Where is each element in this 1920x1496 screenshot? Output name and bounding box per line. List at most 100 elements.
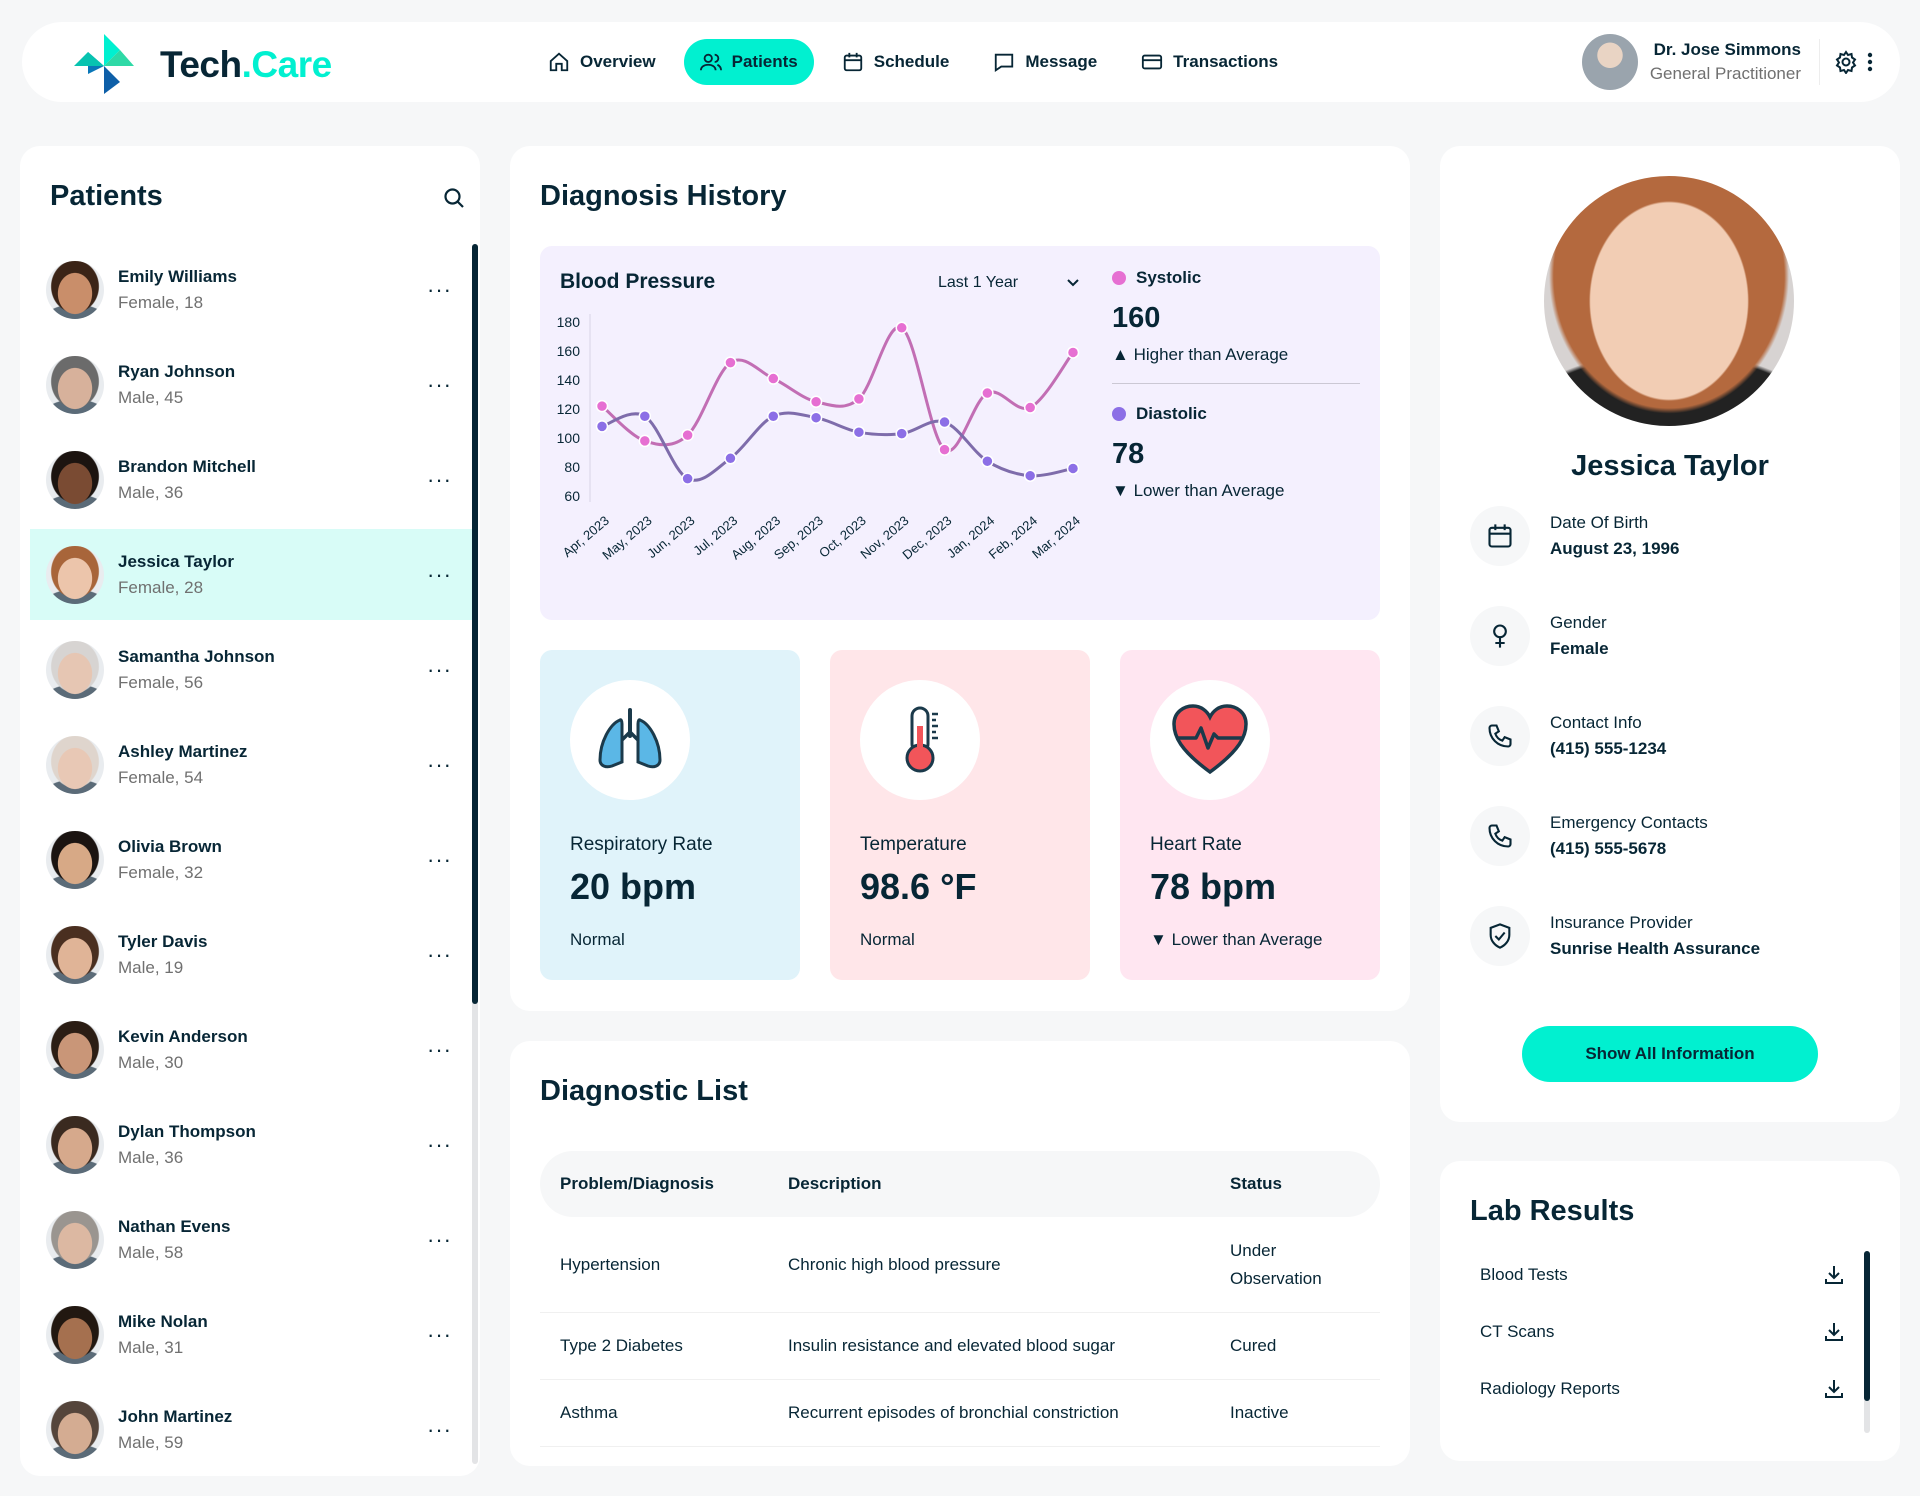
scrollbar-thumb[interactable] — [472, 244, 478, 1004]
patient-row[interactable]: Ashley Martinez Female, 54 ··· — [30, 719, 472, 810]
nav-overview[interactable]: Overview — [532, 39, 672, 85]
more-horizontal-icon[interactable]: ··· — [427, 846, 452, 872]
patient-meta: Male, 36 — [118, 1147, 184, 1167]
column-header: Status — [1230, 1174, 1282, 1193]
patient-avatar — [46, 735, 104, 794]
vital-value: 98.6 °F — [860, 866, 977, 907]
data-point-diastolic — [595, 420, 609, 433]
search-icon[interactable] — [442, 186, 466, 210]
scrollbar[interactable] — [1864, 1251, 1870, 1433]
note-label: Lower than Average — [1133, 481, 1285, 500]
users-icon — [699, 53, 722, 71]
download-icon[interactable] — [1822, 1320, 1846, 1344]
more-horizontal-icon[interactable]: ··· — [427, 1036, 452, 1062]
patient-name: Ashley Martinez — [118, 741, 248, 761]
panel-title: Diagnosis History — [540, 180, 787, 212]
patient-row[interactable]: Tyler Davis Male, 19 ··· — [30, 909, 472, 1000]
more-horizontal-icon[interactable]: ··· — [427, 1131, 452, 1157]
nav-schedule[interactable]: Schedule — [826, 39, 966, 85]
lab-item[interactable]: CT Scans — [1470, 1306, 1854, 1358]
doctor-role: General Practitioner — [1649, 64, 1801, 83]
more-horizontal-icon[interactable]: ··· — [427, 1321, 452, 1347]
data-point-diastolic — [852, 425, 866, 439]
patient-meta: Male, 58 — [118, 1242, 184, 1262]
gear-icon[interactable] — [1834, 50, 1858, 74]
data-point-diastolic — [681, 472, 694, 485]
icon-circle — [1470, 806, 1530, 866]
patient-row[interactable]: Mike Nolan Male, 31 ··· — [30, 1289, 472, 1380]
more-horizontal-icon[interactable]: ··· — [427, 751, 452, 777]
patient-row[interactable]: Brandon Mitchell Male, 36 ··· — [30, 434, 472, 525]
more-horizontal-icon[interactable]: ··· — [427, 656, 452, 682]
patient-name: Jessica Taylor — [118, 551, 234, 571]
download-icon[interactable] — [1822, 1263, 1846, 1287]
nav-label: Overview — [580, 52, 656, 71]
patient-meta: Female, 54 — [118, 767, 204, 787]
brand-name: Tech.Care — [160, 44, 332, 85]
more-horizontal-icon[interactable]: ··· — [427, 276, 452, 302]
download-icon[interactable] — [1822, 1377, 1846, 1401]
nav-patients[interactable]: Patients — [683, 39, 814, 85]
patient-row[interactable]: Samantha Johnson Female, 56 ··· — [30, 624, 472, 715]
field-label: Insurance Provider — [1550, 913, 1693, 932]
patient-row[interactable]: Ryan Johnson Male, 45 ··· — [30, 339, 472, 430]
field-value: (415) 555-5678 — [1550, 839, 1667, 858]
patient-meta: Female, 56 — [118, 672, 204, 692]
range-dropdown[interactable]: Last 1 Year — [938, 274, 1080, 292]
patient-row[interactable]: John Martinez Male, 59 ··· — [30, 1384, 472, 1462]
patient-row[interactable]: Jessica Taylor Female, 28 ··· — [30, 529, 472, 620]
doctor-avatar[interactable] — [1581, 34, 1638, 90]
patient-list[interactable]: Emily Williams Female, 18 ··· Ryan Johnson M… — [30, 244, 472, 1462]
nav-transactions[interactable]: Transactions — [1125, 39, 1294, 85]
lab-item[interactable]: Radiology Reports — [1470, 1363, 1854, 1415]
calendar-icon — [843, 52, 862, 72]
bp-summary: Systolic 160 ▲ Higher than Average Diast… — [1112, 268, 1360, 501]
y-tick-label: 60 — [564, 488, 580, 504]
data-point-systolic — [1066, 346, 1080, 359]
scrollbar[interactable] — [472, 244, 478, 1464]
table-body[interactable]: Hypertension Chronic high blood pressure… — [540, 1217, 1380, 1457]
diagnostic-list-panel: Diagnostic List Problem/Diagnosis Descri… — [510, 1041, 1410, 1466]
lab-results-panel: Lab Results Blood Tests CT Scans Radiolo… — [1440, 1161, 1900, 1461]
phone-icon — [1488, 824, 1512, 848]
status-label: Lower than Average — [1171, 930, 1323, 949]
patient-meta: Male, 31 — [118, 1337, 184, 1357]
patient-row[interactable]: Kevin Anderson Male, 30 ··· — [30, 1004, 472, 1095]
patient-meta: Male, 45 — [118, 387, 184, 407]
data-point-diastolic — [809, 411, 823, 424]
scrollbar-thumb[interactable] — [1864, 1251, 1870, 1401]
y-tick-label: 80 — [564, 459, 580, 475]
nav-message[interactable]: Message — [977, 39, 1113, 85]
more-horizontal-icon[interactable]: ··· — [427, 371, 452, 397]
more-horizontal-icon[interactable]: ··· — [427, 561, 452, 587]
patient-row[interactable]: Emily Williams Female, 18 ··· — [30, 244, 472, 335]
profile-item-dob: Date Of Birth August 23, 1996 — [1470, 506, 1679, 566]
temperature-card: Temperature 98.6 °F Normal — [830, 650, 1090, 980]
logo[interactable]: Tech.Care — [52, 30, 332, 94]
patient-avatar — [46, 640, 104, 699]
patient-row[interactable]: Olivia Brown Female, 32 ··· — [30, 814, 472, 905]
more-horizontal-icon[interactable]: ··· — [427, 466, 452, 492]
x-tick-label: Jun, 2023 — [644, 513, 697, 561]
thermometer-icon — [905, 706, 938, 773]
icon-circle — [570, 680, 690, 800]
patient-name: Emily Williams — [118, 266, 237, 286]
show-all-information-button[interactable]: Show All Information — [1522, 1026, 1818, 1082]
diastolic-note: ▼ Lower than Average — [1112, 481, 1360, 501]
patient-row[interactable]: Dylan Thompson Male, 36 ··· — [30, 1099, 472, 1190]
more-horizontal-icon[interactable]: ··· — [427, 1226, 452, 1252]
diastolic-value: 78 — [1112, 438, 1145, 470]
field-value: Female — [1550, 639, 1609, 658]
icon-circle — [1470, 506, 1530, 566]
data-point-systolic — [852, 392, 866, 406]
patient-row[interactable]: Nathan Evens Male, 58 ··· — [30, 1194, 472, 1285]
vital-status: ▼ Lower than Average — [1150, 930, 1322, 950]
more-horizontal-icon[interactable]: ··· — [427, 941, 452, 967]
more-vertical-icon[interactable] — [1866, 50, 1874, 74]
vital-value: 20 bpm — [570, 866, 697, 907]
cell-description: Recurrent episodes of bronchial constric… — [788, 1403, 1119, 1422]
lab-item[interactable]: Blood Tests — [1470, 1249, 1854, 1301]
field-value: (415) 555-1234 — [1550, 739, 1667, 758]
more-horizontal-icon[interactable]: ··· — [427, 1416, 452, 1442]
